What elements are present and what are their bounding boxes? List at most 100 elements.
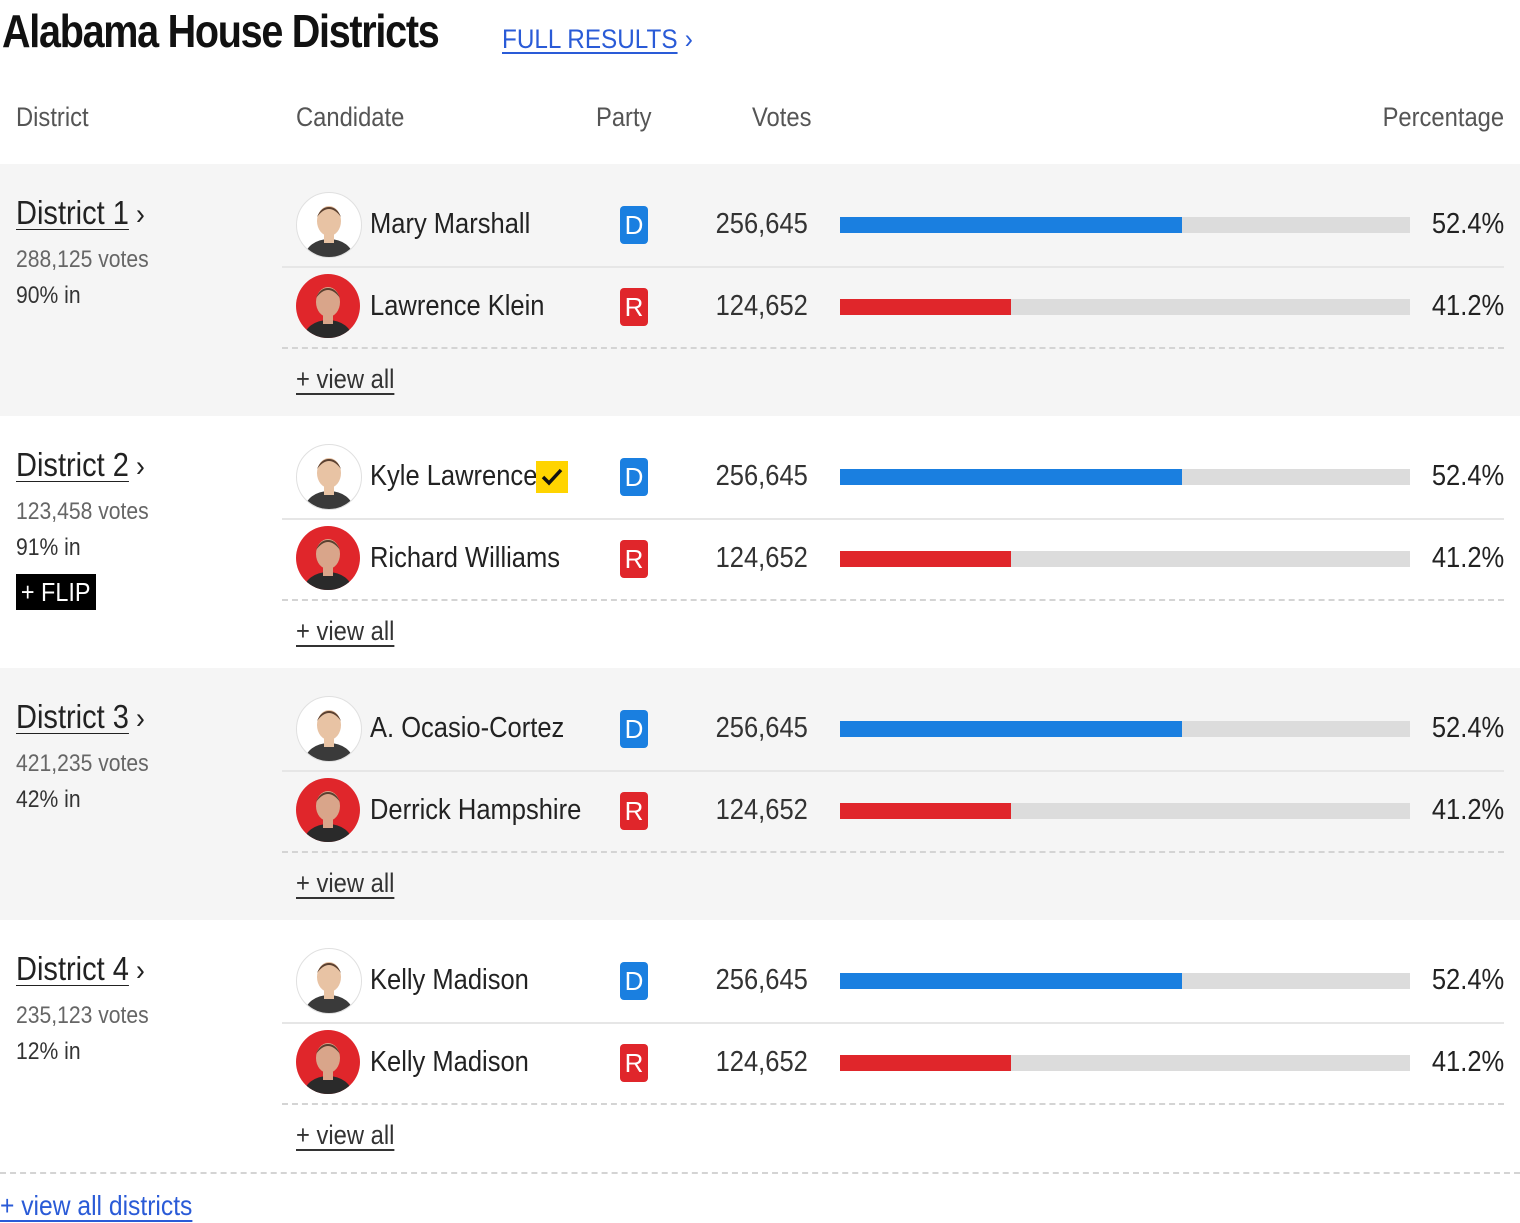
district-reporting: 91% in: [16, 534, 81, 561]
candidate-row: Mary Marshall D 256,645 52.4%: [282, 184, 1504, 268]
candidate-name: Kelly Madison: [370, 964, 529, 996]
district-name: District 4: [16, 950, 129, 987]
candidate-name: Lawrence Klein: [370, 290, 545, 322]
candidate-name: Mary Marshall: [370, 208, 531, 240]
party-badge: R: [620, 288, 648, 326]
candidate-percentage: 41.2%: [1431, 290, 1504, 322]
vote-share-bar-fill: [840, 299, 1011, 315]
chevron-right-icon: ›: [135, 702, 145, 735]
view-all-candidates-link[interactable]: + view all: [296, 868, 395, 898]
candidate-name: Richard Williams: [370, 542, 561, 574]
candidate-votes: 256,645: [682, 712, 808, 745]
vote-share-bar: [840, 299, 1410, 315]
vote-share-bar: [840, 803, 1410, 819]
page-title: Alabama House Districts: [2, 5, 440, 57]
view-all-candidates-link[interactable]: + view all: [296, 364, 395, 394]
vote-share-bar-fill: [840, 803, 1011, 819]
column-header-candidate: Candidate: [296, 102, 405, 132]
candidate-avatar: [296, 1030, 360, 1094]
chevron-right-icon: ›: [135, 450, 145, 483]
candidate-votes-value: 124,652: [715, 542, 808, 574]
view-all-candidates-link[interactable]: + view all: [296, 1120, 395, 1150]
candidate-avatar: [296, 948, 362, 1014]
district-reporting: 12% in: [16, 1038, 81, 1065]
vote-share-bar: [840, 551, 1410, 567]
district-block: District 2 › 123,458 votes 91% in + FLIP Kyle…: [0, 416, 1520, 668]
full-results-label: FULL RESULTS: [502, 24, 678, 54]
candidate-votes: 124,652: [682, 794, 808, 827]
district-divider: [282, 1103, 1504, 1105]
candidate-avatar: [296, 696, 362, 762]
chevron-right-icon: ›: [684, 24, 693, 54]
candidate-votes-value: 256,645: [715, 208, 808, 240]
vote-share-bar-fill: [840, 721, 1182, 737]
district-block: District 1 › 288,125 votes 90% in Mary Marsh…: [0, 164, 1520, 416]
flip-label: + FLIP: [21, 577, 91, 607]
party-badge: D: [620, 962, 648, 1000]
party-badge: R: [620, 1044, 648, 1082]
vote-share-bar-fill: [840, 469, 1182, 485]
column-header-percentage: Percentage: [1382, 102, 1504, 132]
party-badge: D: [620, 206, 648, 244]
candidate-votes-value: 256,645: [715, 460, 808, 492]
district-link[interactable]: District 1 ›: [16, 194, 145, 232]
party-badge: D: [620, 458, 648, 496]
vote-share-bar: [840, 721, 1410, 737]
chevron-right-icon: ›: [135, 198, 145, 231]
column-header-party: Party: [596, 102, 652, 132]
district-total-votes: 421,235 votes: [16, 750, 149, 777]
footer-divider: [0, 1172, 1520, 1174]
district-name: District 3: [16, 698, 129, 735]
candidate-name: Derrick Hampshire: [370, 794, 582, 826]
candidate-percentage: 52.4%: [1431, 712, 1504, 744]
candidate-percentage: 41.2%: [1431, 1046, 1504, 1078]
candidate-row: Kyle Lawrence D 256,645 52.4%: [282, 436, 1504, 520]
candidate-row: Kelly Madison R 124,652 41.2%: [282, 1022, 1504, 1104]
district-link[interactable]: District 3 ›: [16, 698, 145, 736]
district-divider: [282, 347, 1504, 349]
candidate-avatar: [296, 778, 360, 842]
candidate-votes: 256,645: [682, 208, 808, 241]
vote-share-bar: [840, 469, 1410, 485]
flip-badge: + FLIP: [16, 574, 96, 610]
candidate-row: Kelly Madison D 256,645 52.4%: [282, 940, 1504, 1024]
candidate-row: A. Ocasio-Cortez D 256,645 52.4%: [282, 688, 1504, 772]
candidate-percentage: 41.2%: [1431, 542, 1504, 574]
candidate-votes-value: 124,652: [715, 794, 808, 826]
candidate-row: Lawrence Klein R 124,652 41.2%: [282, 266, 1504, 348]
candidate-name: A. Ocasio-Cortez: [370, 712, 565, 744]
district-total-votes: 123,458 votes: [16, 498, 149, 525]
party-badge: R: [620, 792, 648, 830]
candidate-votes: 256,645: [682, 964, 808, 997]
candidate-avatar: [296, 192, 362, 258]
vote-share-bar: [840, 217, 1410, 233]
view-all-districts-link[interactable]: + view all districts: [0, 1190, 193, 1221]
candidate-votes: 124,652: [682, 290, 808, 323]
candidate-percentage: 52.4%: [1431, 964, 1504, 996]
candidate-name: Kyle Lawrence: [370, 460, 538, 492]
party-badge: D: [620, 710, 648, 748]
district-block: District 4 › 235,123 votes 12% in Kelly Madi…: [0, 920, 1520, 1172]
view-all-candidates-link[interactable]: + view all: [296, 616, 395, 646]
candidate-votes-value: 256,645: [715, 712, 808, 744]
candidate-votes-value: 256,645: [715, 964, 808, 996]
vote-share-bar: [840, 973, 1410, 989]
district-name: District 1: [16, 194, 129, 231]
district-link[interactable]: District 2 ›: [16, 446, 145, 484]
district-block: District 3 › 421,235 votes 42% in A. Ocasio-…: [0, 668, 1520, 920]
vote-share-bar-fill: [840, 217, 1182, 233]
candidate-avatar: [296, 444, 362, 510]
candidate-votes-value: 124,652: [715, 1046, 808, 1078]
chevron-right-icon: ›: [135, 954, 145, 987]
district-reporting: 42% in: [16, 786, 81, 813]
district-divider: [282, 599, 1504, 601]
column-header-district: District: [16, 102, 89, 132]
vote-share-bar-fill: [840, 973, 1182, 989]
candidate-avatar: [296, 526, 360, 590]
district-link[interactable]: District 4 ›: [16, 950, 145, 988]
candidate-name: Kelly Madison: [370, 1046, 529, 1078]
page-header: Alabama House Districts FULL RESULTS ›: [0, 0, 1520, 70]
party-badge: R: [620, 540, 648, 578]
full-results-link[interactable]: FULL RESULTS ›: [502, 24, 693, 55]
candidate-votes: 124,652: [682, 542, 808, 575]
